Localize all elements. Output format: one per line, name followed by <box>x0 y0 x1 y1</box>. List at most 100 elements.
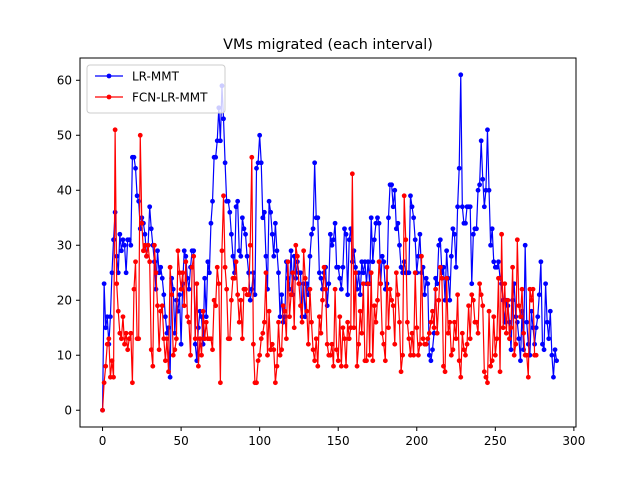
data-point <box>263 253 269 259</box>
data-point <box>130 380 135 386</box>
data-point <box>397 319 402 325</box>
data-point <box>108 314 113 320</box>
data-point <box>309 231 314 237</box>
data-point <box>365 259 371 265</box>
data-point <box>524 352 530 358</box>
data-point <box>543 281 548 287</box>
data-point <box>147 204 153 210</box>
data-point <box>155 248 160 254</box>
data-point <box>181 248 187 254</box>
data-point <box>236 319 242 325</box>
data-point <box>326 281 332 287</box>
data-point <box>340 264 346 270</box>
data-point <box>329 242 335 248</box>
data-point <box>312 358 318 364</box>
data-point <box>433 286 439 292</box>
data-point <box>250 341 256 347</box>
data-point <box>310 347 316 353</box>
data-point <box>425 281 431 287</box>
data-point <box>409 330 415 336</box>
data-point <box>390 303 396 309</box>
data-point <box>478 292 484 298</box>
legend: LR-MMT FCN-LR-MMT <box>86 64 226 114</box>
data-point <box>411 215 417 221</box>
data-point <box>167 374 173 380</box>
data-point <box>521 330 526 336</box>
data-point <box>327 231 333 237</box>
data-point <box>274 248 280 254</box>
data-point <box>217 138 223 144</box>
data-point <box>491 314 497 320</box>
data-point <box>203 314 209 320</box>
data-point <box>444 275 450 281</box>
data-point <box>507 336 512 342</box>
data-point <box>351 248 357 254</box>
data-point <box>136 336 142 342</box>
data-point <box>481 369 487 375</box>
data-point <box>455 292 461 298</box>
series-0 <box>100 72 559 413</box>
data-point <box>244 253 250 259</box>
data-point <box>373 319 379 325</box>
data-point <box>420 336 426 342</box>
data-point <box>316 270 322 276</box>
data-point <box>403 237 409 243</box>
data-point <box>475 330 481 336</box>
data-point <box>395 220 401 226</box>
data-point <box>428 358 434 364</box>
data-point <box>261 209 267 215</box>
data-point <box>227 336 233 342</box>
data-point <box>334 347 340 353</box>
data-point <box>169 292 175 298</box>
data-point <box>205 259 211 265</box>
data-point <box>337 275 343 281</box>
data-point <box>307 253 313 259</box>
data-point <box>103 363 109 369</box>
data-point <box>463 352 468 358</box>
data-point <box>331 237 336 243</box>
data-point <box>417 341 423 347</box>
data-point <box>228 231 234 237</box>
data-point <box>191 248 197 254</box>
data-point <box>345 319 351 325</box>
data-point <box>139 220 145 226</box>
data-point <box>453 336 459 342</box>
data-point <box>249 154 255 160</box>
data-point <box>126 237 132 243</box>
legend-marker <box>106 94 112 100</box>
data-point <box>353 264 358 270</box>
data-point <box>225 198 231 204</box>
legend-marker <box>106 73 112 79</box>
data-point <box>390 204 396 210</box>
data-point <box>117 330 123 336</box>
data-point <box>406 336 412 342</box>
data-point <box>426 352 432 358</box>
data-point <box>153 270 159 276</box>
data-point <box>367 352 373 358</box>
data-point <box>131 154 137 160</box>
data-point <box>485 380 490 386</box>
data-point <box>466 303 472 309</box>
data-point <box>120 237 126 243</box>
data-point <box>439 275 445 281</box>
data-point <box>488 242 494 248</box>
data-point <box>186 286 192 292</box>
data-point <box>357 308 363 314</box>
data-point <box>148 347 154 353</box>
data-point <box>104 341 110 347</box>
y-tick-label: 20 <box>57 294 72 308</box>
data-point <box>436 297 442 303</box>
data-point <box>332 286 338 292</box>
series-line <box>101 74 558 411</box>
data-point <box>456 358 462 364</box>
data-point <box>406 270 412 276</box>
data-point <box>117 231 123 237</box>
data-point <box>430 347 435 353</box>
data-point <box>166 369 171 375</box>
data-point <box>371 237 377 243</box>
data-point <box>199 352 204 358</box>
data-point <box>122 341 127 347</box>
data-point <box>494 264 500 270</box>
x-tick-label: 50 <box>173 434 188 448</box>
data-point <box>379 330 385 336</box>
